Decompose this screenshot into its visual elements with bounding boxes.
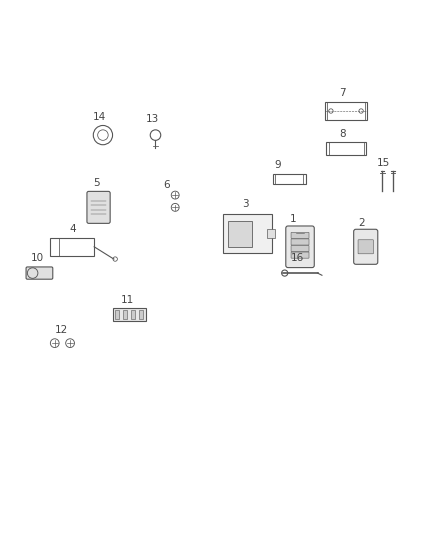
FancyBboxPatch shape — [358, 240, 373, 254]
Text: 16: 16 — [291, 253, 304, 263]
FancyBboxPatch shape — [291, 232, 309, 238]
FancyBboxPatch shape — [223, 214, 272, 253]
FancyBboxPatch shape — [291, 239, 309, 245]
FancyBboxPatch shape — [354, 229, 378, 264]
Text: 11: 11 — [120, 295, 134, 305]
FancyBboxPatch shape — [291, 246, 309, 252]
FancyBboxPatch shape — [115, 310, 119, 319]
FancyBboxPatch shape — [267, 229, 275, 238]
Text: 15: 15 — [377, 158, 390, 168]
Text: 8: 8 — [339, 128, 346, 139]
FancyBboxPatch shape — [123, 310, 127, 319]
Text: 6: 6 — [163, 180, 170, 190]
Text: 5: 5 — [93, 177, 100, 188]
FancyBboxPatch shape — [286, 226, 314, 268]
Text: 14: 14 — [93, 112, 106, 122]
FancyBboxPatch shape — [26, 267, 53, 279]
Text: 4: 4 — [69, 224, 76, 233]
FancyBboxPatch shape — [291, 252, 309, 258]
FancyBboxPatch shape — [228, 221, 252, 247]
FancyBboxPatch shape — [131, 310, 135, 319]
Text: 9: 9 — [275, 160, 282, 170]
Text: 12: 12 — [55, 325, 68, 335]
Text: 3: 3 — [242, 199, 249, 209]
FancyBboxPatch shape — [87, 191, 110, 223]
FancyBboxPatch shape — [113, 308, 145, 321]
Text: 10: 10 — [31, 253, 44, 263]
Text: 7: 7 — [339, 88, 346, 98]
FancyBboxPatch shape — [139, 310, 143, 319]
Text: 2: 2 — [358, 217, 365, 228]
Text: 13: 13 — [145, 114, 159, 124]
Text: 1: 1 — [290, 214, 297, 224]
